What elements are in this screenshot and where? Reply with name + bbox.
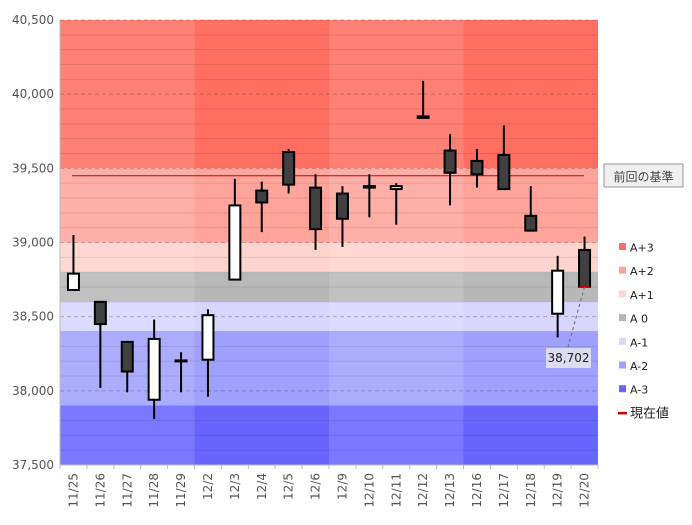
y-tick-label: 37,500 <box>12 458 54 472</box>
x-tick-label: 12/4 <box>255 473 269 500</box>
reference-label-box <box>603 163 684 188</box>
candle <box>524 186 538 232</box>
candle-body-down <box>524 214 538 232</box>
candle <box>362 174 376 218</box>
candle <box>120 340 134 393</box>
candle-body-down <box>335 192 349 220</box>
x-tick-label: 11/28 <box>147 473 161 508</box>
band-A0 <box>60 272 598 302</box>
candle <box>174 352 188 393</box>
x-tick-label: 12/2 <box>201 473 215 500</box>
x-tick-label: 12/9 <box>335 473 349 500</box>
x-tick-label: 11/27 <box>120 473 134 508</box>
y-tick-label: 40,000 <box>12 87 54 101</box>
candle <box>389 183 403 225</box>
x-tick-label: 12/6 <box>309 473 323 500</box>
candle-body-down <box>255 189 269 204</box>
x-tick-label: 12/17 <box>497 473 511 508</box>
candle-body-down <box>497 153 511 191</box>
band-A+1 <box>60 242 598 273</box>
y-tick-label: 38,500 <box>12 310 54 324</box>
x-tick-label: 12/18 <box>524 473 538 508</box>
y-tick-label: 39,500 <box>12 161 54 175</box>
x-tick-label: 11/29 <box>174 473 188 508</box>
candle-body-down <box>120 340 134 373</box>
candle-body-down <box>362 185 376 189</box>
candle <box>443 134 457 206</box>
x-tick-label: 12/5 <box>282 473 296 500</box>
candle <box>416 80 430 119</box>
legend-swatch-A-2 <box>619 361 626 369</box>
legend-swatch-A0 <box>619 314 626 322</box>
legend-label: A+2 <box>630 265 654 278</box>
y-tick-label: 38,000 <box>12 384 54 398</box>
legend-label: A+3 <box>630 242 654 255</box>
candle <box>470 149 484 188</box>
legend-swatch-A+1 <box>619 290 626 298</box>
band-A-3 <box>60 405 598 465</box>
candle <box>93 300 107 388</box>
candle-body-up <box>174 359 188 363</box>
legend-swatch-A-1 <box>619 337 626 345</box>
current-value-callout: 38,702 <box>548 351 590 365</box>
candle-body-down <box>282 151 296 186</box>
candle-body-up <box>66 272 80 291</box>
candle-body-down <box>93 300 107 326</box>
candle-body-down <box>443 149 457 174</box>
candle <box>255 181 269 233</box>
candle-body-down <box>470 159 484 176</box>
x-tick-label: 12/13 <box>443 473 457 508</box>
band-A+3 <box>60 20 598 169</box>
legend-label: 現在値 <box>630 405 669 421</box>
legend-swatch-A+2 <box>619 266 626 274</box>
candle <box>147 319 161 420</box>
x-tick-label: 12/20 <box>578 473 592 508</box>
candle-body-down <box>416 115 430 119</box>
candle-body-down <box>309 186 323 231</box>
x-tick-label: 12/12 <box>416 473 430 508</box>
candle-body-up <box>201 314 215 361</box>
candle-body-up <box>147 337 161 401</box>
candle-body-down <box>578 248 592 288</box>
current-value-callout-box <box>546 348 591 368</box>
candle-body-up <box>389 185 403 191</box>
candle <box>335 186 349 247</box>
candle <box>282 149 296 194</box>
candle <box>66 235 80 291</box>
legend-label: A-1 <box>630 336 648 349</box>
candle <box>309 174 323 250</box>
candle-body-up <box>228 204 242 281</box>
legend-label: A+1 <box>630 289 654 302</box>
x-tick-label: 11/25 <box>66 473 80 508</box>
y-tick-label: 40,500 <box>12 13 54 27</box>
candle <box>228 178 242 281</box>
legend-swatch-A+3 <box>619 243 626 250</box>
legend-label: A-2 <box>630 360 648 373</box>
legend-label: A 0 <box>630 313 648 326</box>
candle-body-up <box>551 269 565 315</box>
week-shade <box>329 20 464 465</box>
x-tick-label: 12/3 <box>228 473 242 500</box>
candle <box>497 125 511 191</box>
x-tick-label: 12/11 <box>389 473 403 508</box>
candle <box>551 255 565 338</box>
x-tick-label: 12/16 <box>470 473 484 508</box>
callout-leader <box>567 286 586 348</box>
y-tick-label: 39,000 <box>12 236 54 250</box>
reference-label: 前回の基準 <box>613 169 673 184</box>
candle <box>201 309 215 397</box>
x-tick-label: 12/10 <box>362 473 376 508</box>
legend-swatch-current <box>618 411 627 415</box>
legend-label: A-3 <box>630 384 648 397</box>
band-A-1 <box>60 301 598 332</box>
legend-swatch-A-3 <box>619 385 626 393</box>
x-tick-label: 12/19 <box>551 473 565 508</box>
x-tick-label: 11/26 <box>93 473 107 508</box>
